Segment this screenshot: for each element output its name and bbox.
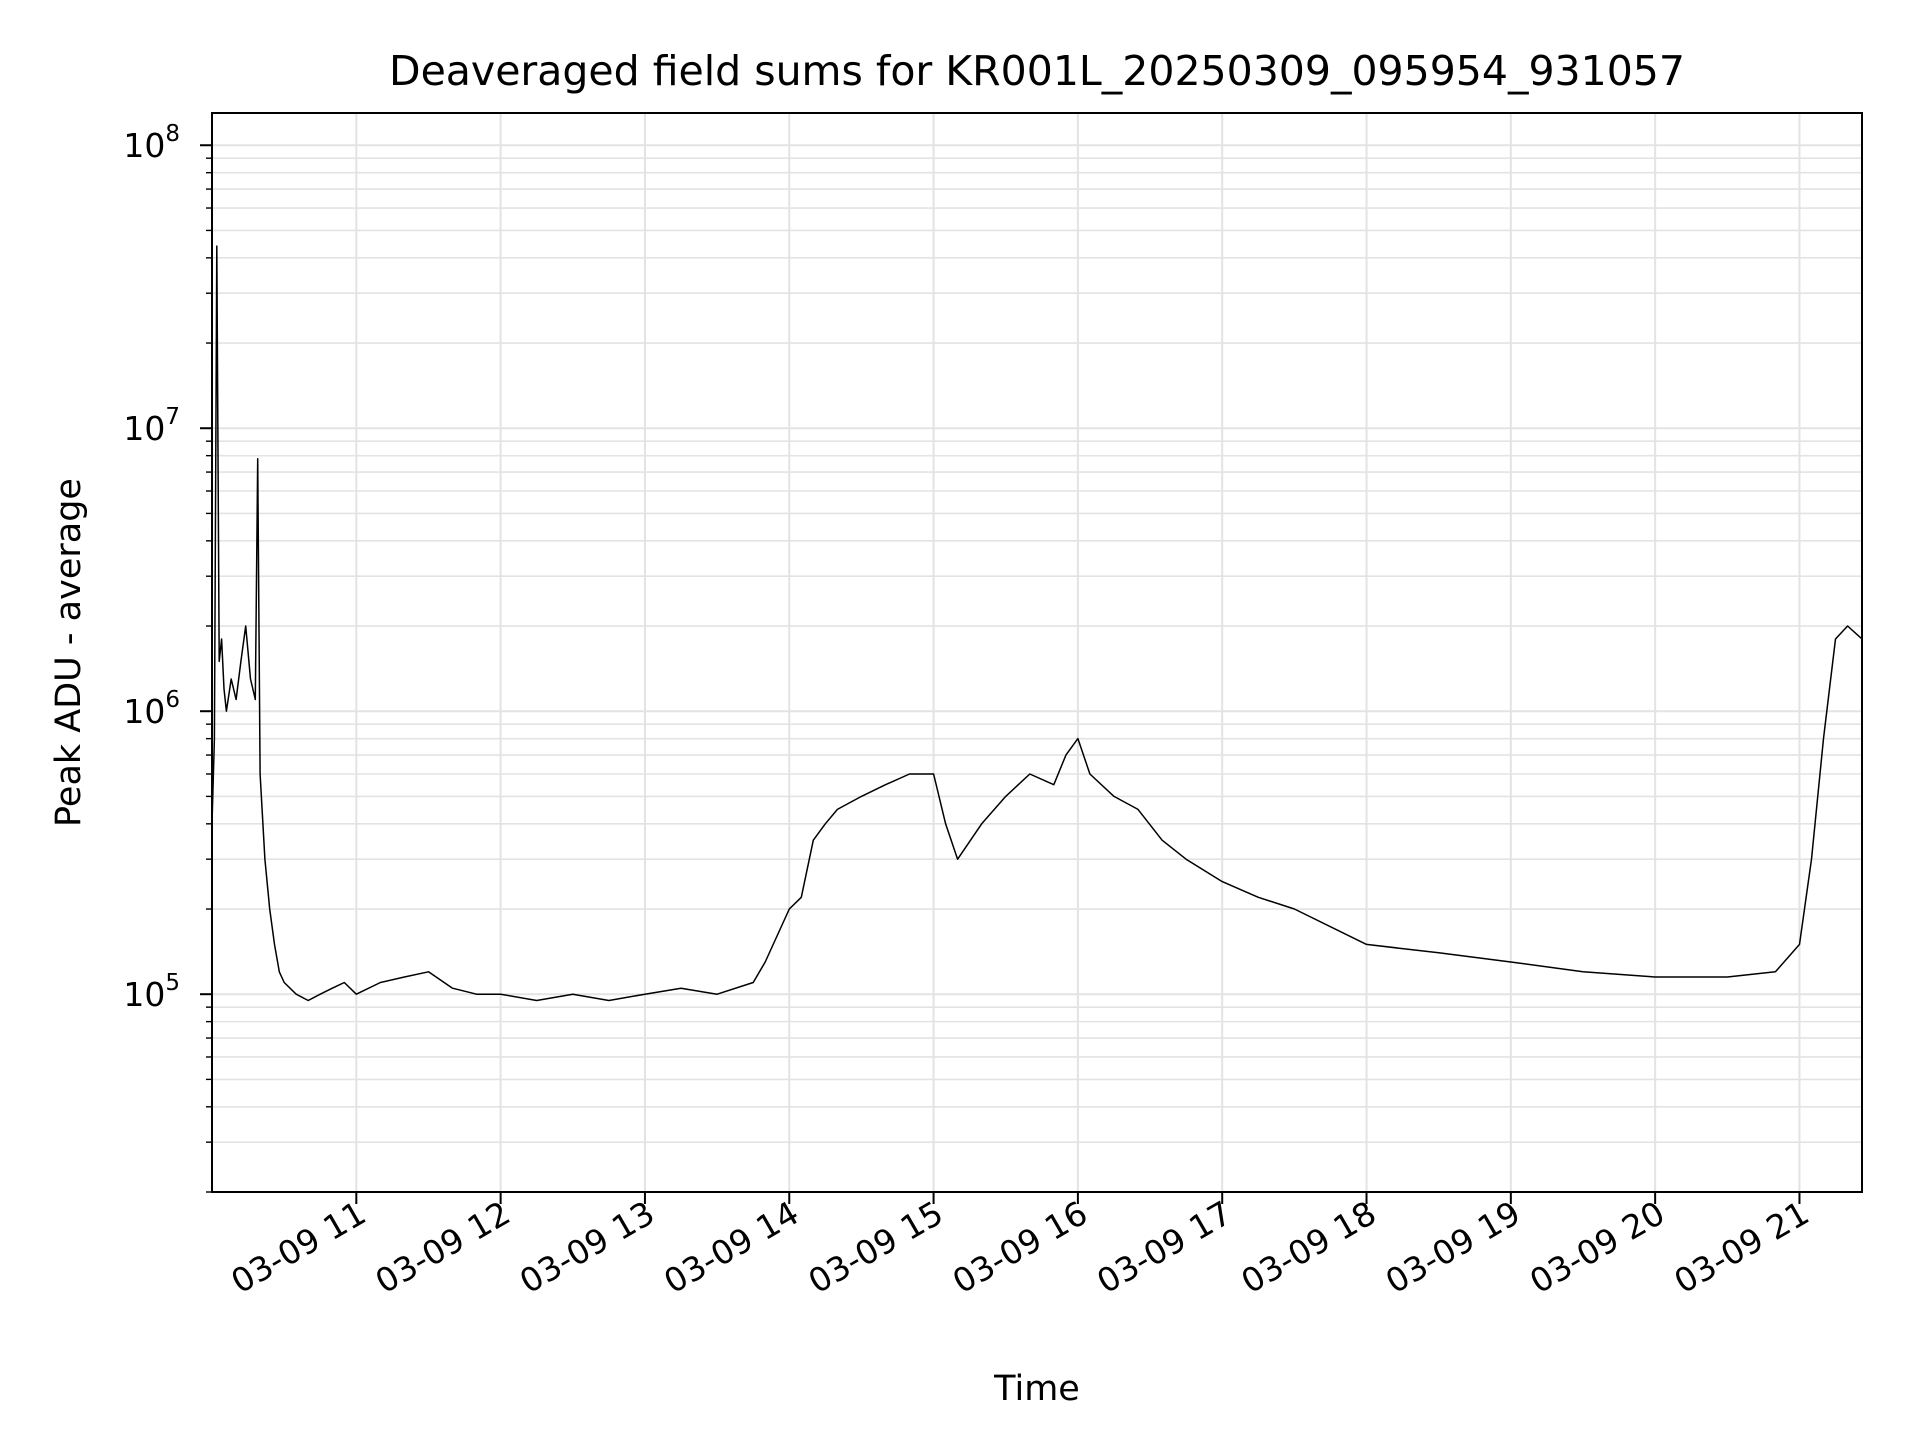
grid-lines — [212, 113, 1862, 1193]
x-tick-label: 03-09 18 — [1235, 1193, 1383, 1301]
y-tick-label: 107 — [123, 404, 180, 448]
x-axis-label: Time — [993, 1369, 1080, 1409]
x-tick-label: 03-09 13 — [513, 1193, 661, 1301]
x-tick-label: 03-09 16 — [946, 1193, 1094, 1301]
x-tick-label: 03-09 12 — [369, 1193, 517, 1301]
x-tick-label: 03-09 19 — [1379, 1193, 1527, 1301]
chart-title: Deaveraged field sums for KR001L_2025030… — [389, 47, 1685, 95]
y-tick-label: 105 — [123, 970, 180, 1014]
series-area — [211, 245, 1863, 1002]
series-line-0 — [211, 245, 1863, 1002]
x-tick-label: 03-09 21 — [1667, 1193, 1815, 1301]
x-tick-label: 03-09 14 — [657, 1193, 805, 1301]
x-tick-label: 03-09 11 — [224, 1193, 372, 1301]
plot-frame — [211, 112, 1863, 1193]
y-axis-label: Peak ADU - average — [49, 478, 89, 827]
y-tick-label: 106 — [123, 687, 180, 731]
x-tick-label: 03-09 20 — [1523, 1193, 1671, 1301]
y-axis: 105 106 107 108 — [123, 121, 212, 1193]
x-tick-label: 03-09 15 — [802, 1193, 950, 1301]
x-tick-label: 03-09 17 — [1090, 1193, 1238, 1301]
y-tick-label: 108 — [123, 121, 180, 165]
